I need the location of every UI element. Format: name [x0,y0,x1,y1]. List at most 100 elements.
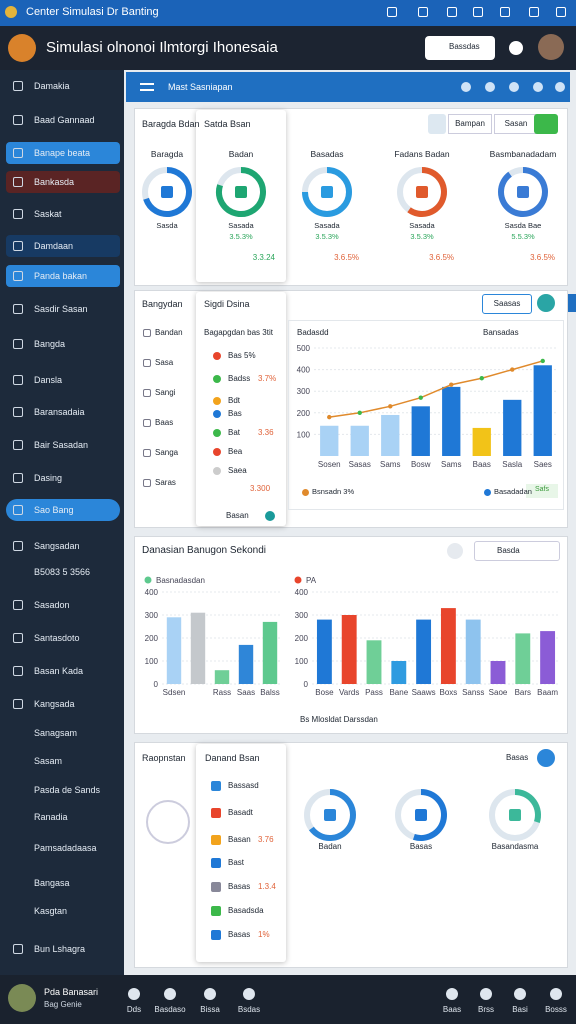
bar [515,633,531,684]
side-item[interactable]: Sasa [155,358,174,367]
bottom-label[interactable]: Basi [512,1005,528,1014]
bottom-label[interactable]: Basdaso [154,1005,186,1014]
donut-arc [412,789,447,841]
sidebar-item[interactable]: B5083 5 3566 [34,567,91,577]
card-value: 3.5.3% [229,232,253,241]
sidebar-item[interactable]: Saskat [34,209,62,219]
list-icon [211,858,221,868]
sidebar-highlight [6,171,120,193]
card-footer: Basan [226,511,249,520]
bottom-label[interactable]: Dds [126,1005,142,1014]
window-control[interactable] [500,7,510,17]
x-tick-label: Balss [260,688,280,697]
bottom-label[interactable]: Bsdas [237,1005,261,1014]
bar [442,386,461,456]
filter-icon[interactable] [428,114,446,134]
window-control[interactable] [473,7,483,17]
bottom-label[interactable]: Brss [478,1005,494,1014]
y-tick-label: 100 [297,430,311,439]
bottom-icon [446,988,458,1000]
sidebar-item[interactable]: Dasing [34,473,63,483]
panel-action[interactable]: Basas [506,753,529,762]
donut-arc [143,167,192,217]
x-tick-label: Saoe [489,688,508,697]
sidebar-item[interactable]: Banape beata [34,148,91,158]
sidebar-item[interactable]: Panda bakan [34,271,88,281]
x-tick-label: Baam [537,688,558,697]
sidebar-item[interactable]: Sanagsam [34,728,78,738]
side-item[interactable]: Baas [155,418,174,427]
list-label: Badss [228,374,251,383]
sidebar-item[interactable]: Bankasda [34,177,75,187]
card-caption: Sasada [314,221,340,230]
sidebar-item[interactable]: Damakia [34,81,70,91]
side-item[interactable]: Sangi [155,388,176,397]
toolbar [126,72,570,102]
sidebar-item[interactable]: Dansla [34,375,63,385]
sidebar-item[interactable]: Damdaan [34,241,74,251]
donut [498,167,548,217]
sidebar-item[interactable]: Ranadia [34,812,68,822]
sidebar-item[interactable]: Bun Lshagra [34,944,86,954]
sidebar-icon [13,666,23,676]
sidebar-icon [13,440,23,450]
line-point [479,376,484,381]
sidebar-item[interactable]: Bangda [34,339,66,349]
x-tick-label: Bosw [411,460,431,469]
sidebar-item[interactable]: Pasda de Sands [34,785,101,795]
bottom-label[interactable]: Bissa [200,1005,220,1014]
sidebar-item[interactable]: Pamsadadaasa [34,843,97,853]
sidebar-icon [13,633,23,643]
side-item[interactable]: Saras [155,478,176,487]
window-control[interactable] [529,7,539,17]
bottom-bar [0,975,576,1024]
search-box[interactable]: Bassdas [425,36,495,60]
donut-icon [509,809,521,821]
sidebar-item[interactable]: Baad Gannaad [34,115,95,125]
sidebar-item[interactable]: Sasam [34,756,63,766]
bar [411,406,430,456]
sidebar-item[interactable]: Sasadon [34,600,70,610]
window-control[interactable] [556,7,566,17]
sidebar-icon [13,271,23,281]
toggle[interactable] [534,114,558,134]
donut-arc [308,789,356,841]
bottom-label[interactable]: Baas [442,1005,462,1014]
window-control[interactable] [418,7,428,17]
sidebar-item[interactable]: Sasdir Sasan [34,304,88,314]
side-item[interactable]: Bandan [155,328,183,337]
list-label: Bassasd [228,781,259,790]
bar [465,619,481,684]
list-icon [211,781,221,791]
legend-dot [301,488,309,496]
search-box[interactable]: Basda [474,541,560,561]
sidebar-item[interactable]: Kasgtan [34,906,68,916]
window-control[interactable] [387,7,397,17]
sidebar-item[interactable]: Kangsada [34,699,75,709]
action-button[interactable]: Saasas [482,294,532,314]
x-tick-label: Vards [339,688,359,697]
toolbar-title: Mast Sasniapan [168,82,233,92]
sidebar-item[interactable]: Santasdoto [34,633,80,643]
y-tick-label: 400 [297,366,311,375]
donut [489,789,541,841]
side-item[interactable]: Sanga [155,448,179,457]
window-control[interactable] [447,7,457,17]
sidebar-item[interactable]: Baransadaia [34,407,85,417]
x-tick-label: Sosen [318,460,341,469]
sidebar-item[interactable]: Bangasa [34,878,70,888]
sidebar-item[interactable]: Basan Kada [34,666,84,676]
filter-button[interactable]: Sasan [494,114,538,134]
sidebar-item[interactable]: Sangsadan [34,541,80,551]
card [196,292,286,526]
bottom-label[interactable]: Bosss [545,1005,567,1014]
filter-button[interactable]: Bampan [448,114,492,134]
sidebar-icon [13,177,23,187]
card-total: 3.6.5% [429,253,454,262]
sidebar-item[interactable]: Bair Sasadan [34,440,89,450]
list-value: 3.76 [258,835,274,844]
toolbar-icon [509,82,519,92]
sidebar-item[interactable]: Sao Bang [34,505,74,515]
y-tick-label: 100 [295,657,309,666]
